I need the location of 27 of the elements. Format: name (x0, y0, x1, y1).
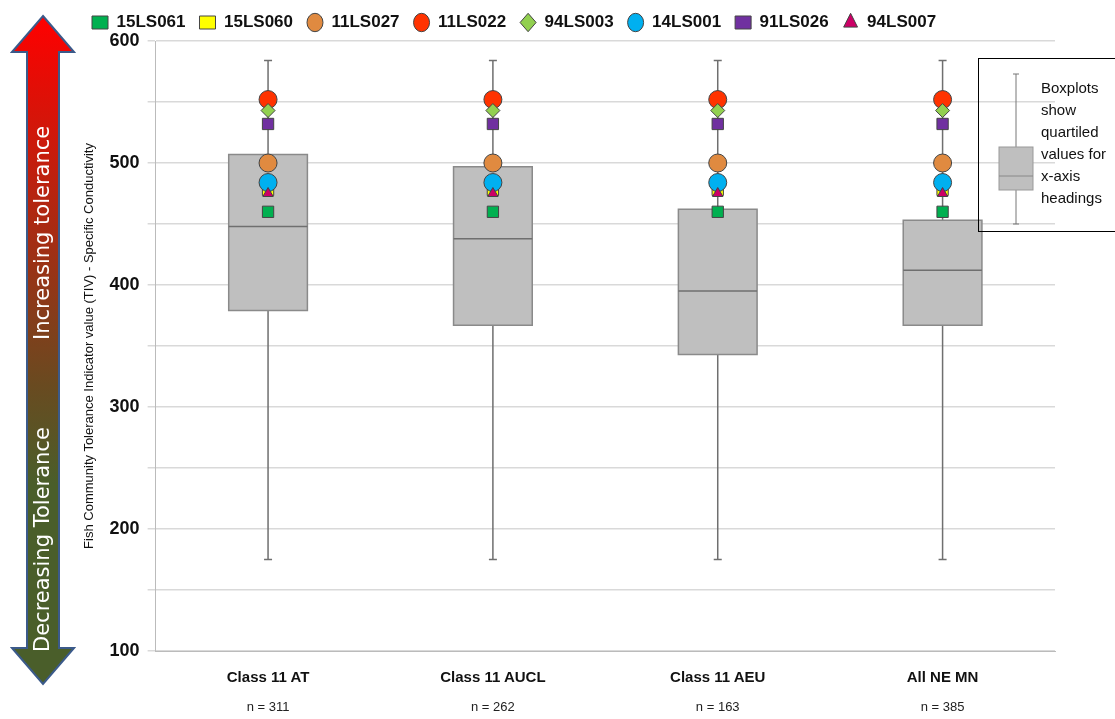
legend-label: 94LS003 (544, 12, 614, 32)
y-tick-label: 300 (109, 395, 140, 416)
y-axis-title: Fish Community Tolerance Indicator value (TIV) - Specific Conductivity (81, 142, 97, 549)
note-box: Boxplots show quartiled values for x-axis headings (978, 58, 1115, 232)
x-tick-label: Class 11 AUCL (440, 668, 546, 686)
text: n = 385 (920, 699, 965, 715)
y-tick-label: 200 (109, 517, 140, 538)
text: n = 163 (695, 699, 740, 715)
y-tick-label: 600 (109, 29, 140, 50)
x-tick-label: Class 11 AT (226, 668, 310, 686)
legend-label: 91LS026 (759, 12, 829, 32)
y-tick-label: 500 (109, 151, 140, 172)
x-tick-label: All NE MN (906, 668, 979, 686)
text: n = 262 (471, 699, 515, 715)
y-tick-label: 100 (109, 639, 140, 660)
y-tick-label: 400 (109, 273, 140, 294)
text: Decreasing Tolerance (30, 427, 54, 652)
legend-label: 15LS061 (116, 12, 186, 32)
x-tick-label: Class 11 AEU (670, 668, 766, 686)
legend-label: 11LS027 (331, 12, 400, 32)
legend-label: 11LS022 (438, 12, 507, 32)
text: Increasing tolerance (30, 125, 54, 340)
legend-label: 15LS060 (224, 12, 293, 32)
legend-label: 94LS007 (867, 12, 937, 32)
legend-label: 14LS001 (652, 12, 722, 32)
annotation: Boxplots show quartiled values for x-axis headings (1041, 78, 1108, 208)
text: n = 311 (246, 699, 290, 715)
